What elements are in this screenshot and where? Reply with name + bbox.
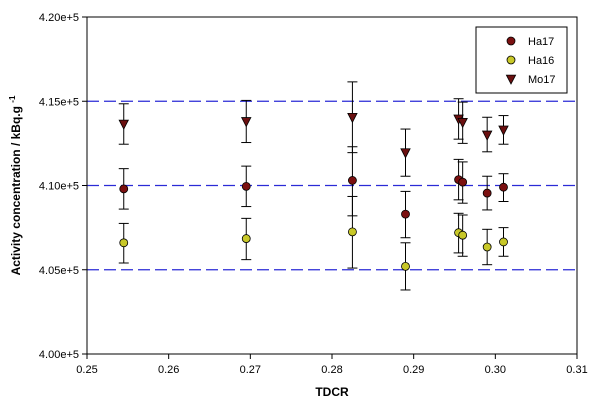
x-tick-label: 0.28 (321, 364, 342, 376)
data-point (499, 237, 508, 247)
data-point (499, 182, 508, 192)
data-point (118, 119, 130, 130)
x-axis-title: TDCR (315, 385, 349, 399)
series-layer (118, 81, 509, 291)
data-point (347, 112, 358, 124)
data-point (458, 177, 468, 187)
data-point (348, 227, 357, 237)
data-point (241, 181, 251, 191)
data-point (482, 242, 492, 252)
data-point (457, 118, 468, 129)
series-ha16 (118, 195, 509, 291)
y-axis-ticks: 4.00e+5 4.05e+5 4.10e+5 4.15e+5 4.20e+5 (39, 12, 87, 361)
y-tick-label: 4.10e+5 (39, 181, 79, 193)
x-tick-label: 0.27 (240, 364, 261, 376)
series-ha17 (118, 146, 509, 239)
legend-marker-ha16 (506, 55, 516, 65)
x-tick-label: 0.26 (158, 364, 179, 376)
x-tick-label: 0.25 (76, 364, 97, 376)
y-tick-label: 4.05e+5 (39, 265, 79, 277)
legend: Ha17 Ha16 Mo17 (475, 26, 568, 94)
data-point (482, 188, 492, 198)
y-tick-label: 4.20e+5 (39, 12, 79, 24)
data-point (240, 117, 252, 128)
data-point (401, 209, 410, 219)
data-point (458, 230, 468, 240)
x-tick-label: 0.30 (485, 364, 506, 376)
legend-label-ha16: Ha16 (528, 55, 554, 67)
x-axis-ticks: 0.25 0.26 0.27 0.28 0.29 0.30 0.31 (76, 354, 588, 376)
y-axis-title-main: Activity concentration / kBq.g (9, 106, 23, 275)
legend-marker-mo17 (505, 74, 517, 85)
legend-label-mo17: Mo17 (528, 74, 556, 86)
data-point (400, 148, 411, 159)
y-axis-title: Activity concentration / kBq.g -1 (8, 95, 23, 275)
reference-lines (87, 100, 577, 271)
data-point (348, 176, 357, 185)
data-point (401, 261, 410, 271)
x-tick-label: 0.29 (403, 364, 424, 376)
data-point (119, 184, 129, 194)
data-point (241, 234, 251, 243)
data-point (119, 238, 129, 248)
data-point (481, 130, 493, 141)
series-mo17 (118, 81, 509, 177)
x-tick-label: 0.31 (566, 364, 587, 376)
data-point (498, 125, 509, 136)
y-tick-label: 4.00e+5 (39, 349, 79, 361)
legend-marker-ha17 (506, 36, 516, 46)
legend-box (475, 26, 568, 94)
y-axis-title-superscript: -1 (8, 95, 17, 103)
y-tick-label: 4.15e+5 (39, 96, 79, 108)
legend-label-ha17: Ha17 (528, 36, 554, 48)
